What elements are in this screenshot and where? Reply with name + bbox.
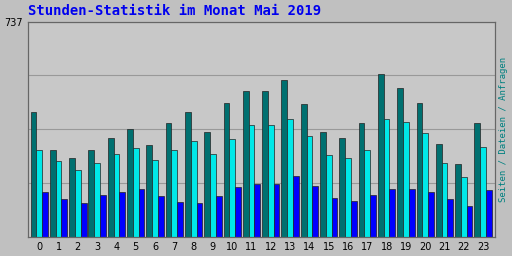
Bar [326,155,332,237]
Bar [81,204,87,237]
Bar [461,177,466,237]
Bar [127,129,133,237]
Bar [229,139,235,237]
Bar [235,187,241,237]
Text: Stunden-Statistik im Monat Mai 2019: Stunden-Statistik im Monat Mai 2019 [28,4,321,18]
Bar [428,192,434,237]
Bar [365,150,370,237]
Bar [108,138,114,237]
Bar [351,200,357,237]
Bar [249,125,254,237]
Bar [75,170,81,237]
Bar [282,80,287,237]
Bar [36,150,42,237]
Bar [152,160,158,237]
Bar [409,189,415,237]
Bar [416,103,422,237]
Bar [224,103,229,237]
Bar [177,202,183,237]
Bar [94,163,100,237]
Bar [114,154,119,237]
Bar [254,185,260,237]
Bar [370,195,376,237]
Bar [312,186,318,237]
Bar [69,158,75,237]
Bar [100,195,106,237]
Bar [390,189,395,237]
Bar [146,145,152,237]
Bar [204,132,210,237]
Bar [50,150,56,237]
Y-axis label: Seiten / Dateien / Anfragen: Seiten / Dateien / Anfragen [499,57,508,202]
Bar [383,119,390,237]
Bar [287,119,293,237]
Bar [447,199,453,237]
Bar [210,154,216,237]
Bar [475,123,480,237]
Bar [61,199,67,237]
Bar [31,112,36,237]
Bar [133,148,139,237]
Bar [268,125,274,237]
Bar [345,158,351,237]
Bar [480,147,486,237]
Bar [56,161,61,237]
Bar [301,104,307,237]
Bar [185,112,191,237]
Bar [332,198,337,237]
Bar [486,190,492,237]
Bar [436,144,441,237]
Bar [320,132,326,237]
Bar [166,123,172,237]
Bar [274,185,280,237]
Bar [466,206,473,237]
Bar [197,204,202,237]
Bar [119,192,125,237]
Bar [358,123,365,237]
Bar [243,91,249,237]
Bar [455,164,461,237]
Bar [172,150,177,237]
Bar [403,122,409,237]
Bar [422,133,428,237]
Bar [158,196,164,237]
Bar [441,163,447,237]
Bar [307,136,312,237]
Bar [378,74,383,237]
Bar [262,91,268,237]
Bar [293,176,299,237]
Bar [191,141,197,237]
Bar [339,138,345,237]
Bar [139,189,144,237]
Bar [397,88,403,237]
Bar [89,150,94,237]
Bar [216,196,222,237]
Bar [42,192,48,237]
